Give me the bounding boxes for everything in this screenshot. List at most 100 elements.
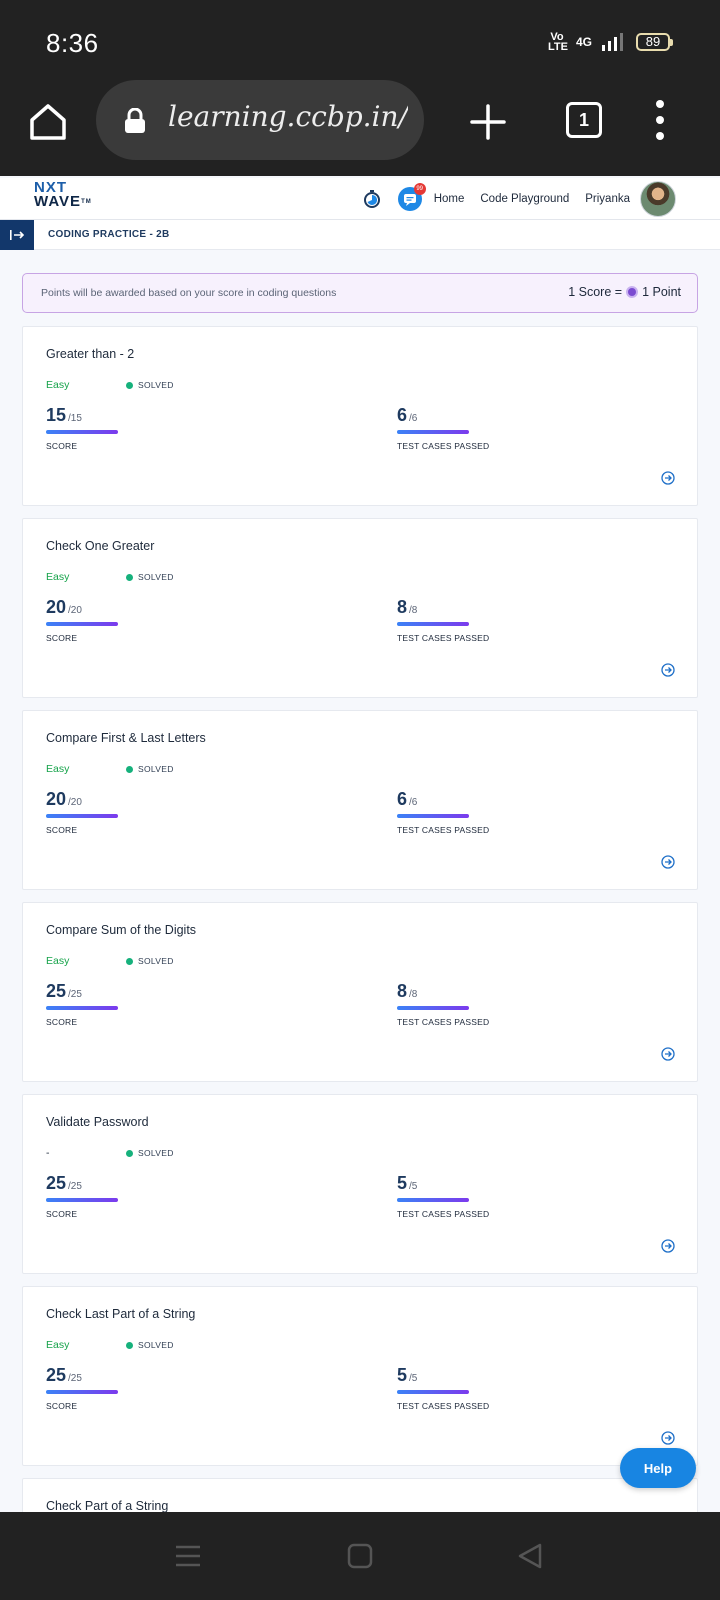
open-problem-icon[interactable] — [661, 855, 675, 869]
score-progress-fill — [46, 1198, 118, 1202]
score-max: /20 — [68, 605, 82, 616]
system-icons: Vo LTE 4G 89 — [547, 31, 673, 53]
problem-title[interactable]: Check One Greater — [46, 539, 155, 553]
tests-label: TEST CASES PASSED — [397, 1401, 490, 1411]
score-label: SCORE — [46, 633, 78, 643]
tests-progress-bar — [397, 1198, 469, 1202]
score-max: /25 — [68, 989, 82, 1000]
status-dot-icon — [126, 573, 133, 581]
score-metric: 25/25 SCORE — [46, 1365, 118, 1411]
points-info-banner: Points will be awarded based on your sco… — [22, 273, 698, 313]
problem-title[interactable]: Check Part of a String — [46, 1499, 169, 1512]
problem-title[interactable]: Greater than - 2 — [46, 347, 135, 361]
tests-label: TEST CASES PASSED — [397, 825, 490, 835]
problem-card[interactable]: Check Part of a String — [22, 1478, 698, 1512]
volte-icon: Vo LTE — [547, 31, 568, 53]
signal-icon — [602, 33, 623, 51]
problem-title[interactable]: Compare First & Last Letters — [46, 731, 206, 745]
problem-card[interactable]: Check Last Part of a String Easy SOLVED 25/… — [22, 1286, 698, 1466]
problem-card[interactable]: Check One Greater Easy SOLVED 20/20 SCORE 8/8… — [22, 518, 698, 698]
tests-value: 8 — [397, 981, 408, 1001]
page-title: CODING PRACTICE - 2B — [48, 229, 170, 240]
open-problem-icon[interactable] — [661, 1047, 675, 1061]
notification-badge: 99 — [413, 183, 426, 195]
avatar[interactable] — [640, 181, 676, 217]
status-badge: SOLVED — [126, 572, 174, 582]
open-problem-icon[interactable] — [661, 1431, 675, 1445]
status-dot-icon — [126, 1341, 133, 1349]
new-tab-icon[interactable] — [466, 100, 510, 144]
tests-value: 5 — [397, 1365, 408, 1385]
score-label: SCORE — [46, 1017, 78, 1027]
system-navigation-bar — [0, 1512, 720, 1600]
tests-max: /6 — [409, 413, 418, 424]
points-message: Points will be awarded based on your sco… — [41, 287, 337, 299]
chat-bubble-icon — [403, 194, 416, 206]
score-metric: 20/20 SCORE — [46, 789, 118, 835]
header-nav: 99 Home Code Playground Priyanka — [362, 178, 676, 220]
score-progress-bar — [46, 814, 118, 818]
tests-progress-fill — [397, 622, 469, 626]
score-value: 20 — [46, 597, 67, 617]
expand-sidebar-button[interactable] — [0, 220, 34, 250]
home-nav-icon[interactable] — [346, 1542, 374, 1570]
tests-max: /8 — [409, 989, 418, 1000]
score-label: SCORE — [46, 1209, 78, 1219]
problem-title[interactable]: Compare Sum of the Digits — [46, 923, 197, 937]
score-progress-bar — [46, 622, 118, 626]
problem-card[interactable]: Compare Sum of the Digits Easy SOLVED 25/25… — [22, 902, 698, 1082]
nxtwave-logo[interactable]: NXT WAVETM — [34, 179, 92, 210]
tests-metric: 6/6 TEST CASES PASSED — [397, 789, 489, 835]
tests-label: TEST CASES PASSED — [397, 1209, 490, 1219]
clock: 8:36 — [46, 28, 99, 58]
status-badge: SOLVED — [126, 1148, 174, 1158]
open-problem-icon[interactable] — [661, 663, 675, 677]
score-progress-bar — [46, 1390, 118, 1394]
tests-max: /6 — [409, 797, 418, 808]
tests-metric: 8/8 TEST CASES PASSED — [397, 597, 489, 643]
score-value: 15 — [46, 405, 67, 425]
tests-progress-bar — [397, 814, 469, 818]
battery-icon: 89 — [636, 33, 673, 51]
problem-card[interactable]: Compare First & Last Letters Easy SOLVED 20… — [22, 710, 698, 890]
problem-title[interactable]: Validate Password — [46, 1115, 149, 1129]
status-dot-icon — [126, 765, 133, 773]
recent-apps-icon[interactable] — [174, 1542, 202, 1570]
help-button[interactable]: Help — [620, 1448, 696, 1488]
score-metric: 25/25 SCORE — [46, 981, 118, 1027]
open-problem-icon[interactable] — [661, 471, 675, 485]
home-icon[interactable] — [26, 100, 70, 144]
problem-title[interactable]: Check Last Part of a String — [46, 1307, 196, 1321]
status-bar: 8:36 Vo LTE 4G 89 — [0, 0, 720, 80]
status-badge: SOLVED — [126, 1340, 174, 1350]
tests-label: TEST CASES PASSED — [397, 1017, 490, 1027]
stopwatch-icon[interactable] — [362, 189, 382, 209]
difficulty-label: - — [46, 1147, 50, 1159]
score-progress-bar — [46, 1006, 118, 1010]
tab-switcher-button[interactable]: 1 — [566, 102, 602, 138]
more-options-icon[interactable] — [650, 98, 670, 142]
problem-card[interactable]: Validate Password - SOLVED 25/25 SCORE 5/5 TES… — [22, 1094, 698, 1274]
tests-progress-bar — [397, 1006, 469, 1010]
nav-code-playground-link[interactable]: Code Playground — [480, 193, 570, 205]
nav-home-link[interactable]: Home — [433, 193, 465, 205]
notifications-icon[interactable]: 99 — [397, 183, 426, 211]
back-icon[interactable] — [516, 1542, 544, 1570]
points-rate: 1 Score = 1 Point — [568, 285, 681, 299]
network-type: 4G — [575, 35, 592, 49]
url-text[interactable]: learning.ccbp.in/tech — [168, 100, 408, 133]
user-name[interactable]: Priyanka — [585, 193, 630, 205]
main-content: Points will be awarded based on your sco… — [0, 252, 720, 1512]
address-bar[interactable]: learning.ccbp.in/tech — [96, 80, 424, 160]
status-badge: SOLVED — [126, 764, 174, 774]
tests-label: TEST CASES PASSED — [397, 441, 490, 451]
problem-card[interactable]: Greater than - 2 Easy SOLVED 15/15 SCORE 6/6 T… — [22, 326, 698, 506]
difficulty-label: Easy — [46, 955, 70, 967]
tests-max: /8 — [409, 605, 418, 616]
score-max: /25 — [68, 1373, 82, 1384]
arrow-right-bar-icon — [10, 230, 25, 240]
open-problem-icon[interactable] — [661, 1239, 675, 1253]
score-value: 25 — [46, 1365, 67, 1385]
score-max: /20 — [68, 797, 82, 808]
tests-value: 8 — [397, 597, 408, 617]
